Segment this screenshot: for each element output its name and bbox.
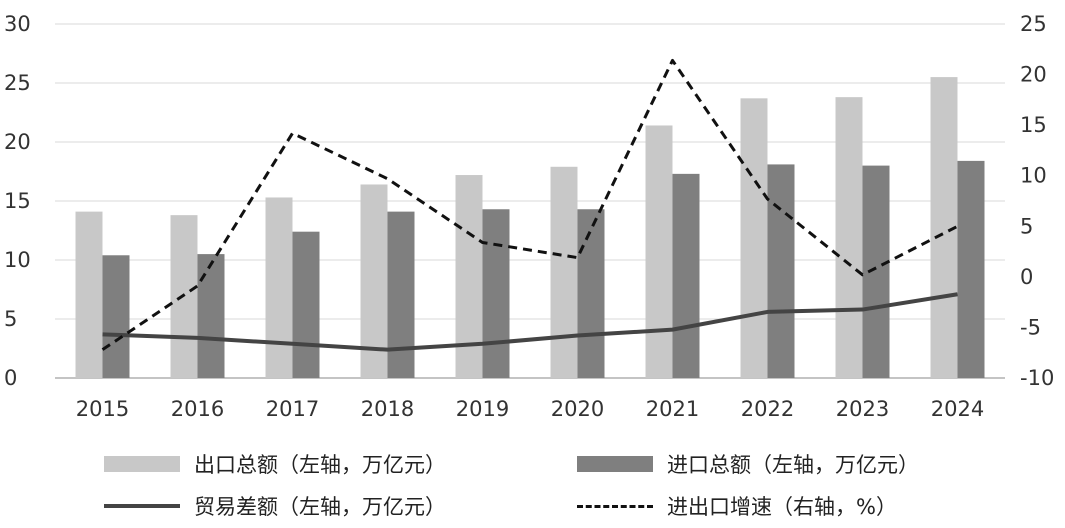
x-tick-label: 2017: [266, 397, 319, 421]
legend-item-export: 出口总额（左轴，万亿元）: [104, 446, 446, 482]
right-tick-label: 10: [1020, 164, 1047, 188]
legend-item-balance: 贸易差额（左轴，万亿元）: [104, 488, 446, 524]
legend-label-import: 进口总额（左轴，万亿元）: [667, 453, 919, 477]
bar-export: [645, 125, 673, 378]
legend-label-growth: 进出口增速（右轴，%）: [667, 495, 897, 519]
bar-import: [767, 164, 795, 378]
bar-export: [265, 197, 293, 378]
x-tick-label: 2019: [456, 397, 509, 421]
right-tick-label: 5: [1020, 214, 1033, 238]
x-tick-label: 2022: [741, 397, 794, 421]
bar-export: [740, 98, 768, 378]
x-tick-label: 2016: [171, 397, 224, 421]
x-tick-label: 2020: [551, 397, 604, 421]
left-tick-label: 30: [4, 12, 31, 36]
bar-import: [292, 231, 320, 378]
legend-swatch-import: [577, 456, 653, 472]
legend-item-import: 进口总额（左轴，万亿元）: [577, 446, 919, 482]
left-tick-label: 5: [4, 307, 17, 331]
bar-export: [835, 97, 863, 378]
x-tick-label: 2015: [76, 397, 129, 421]
left-tick-label: 10: [4, 248, 31, 272]
bar-export: [455, 175, 483, 378]
right-tick-label: -10: [1020, 366, 1054, 390]
x-tick-label: 2024: [931, 397, 984, 421]
legend-swatch-export: [104, 456, 180, 472]
x-tick-label: 2018: [361, 397, 414, 421]
chart: 0 5 10 15 20 25 30 -10 -5 0 5 10 15 20 25 2015 2016 2017 2…: [4, 12, 1054, 421]
right-tick-label: 15: [1020, 113, 1047, 137]
bar-import: [482, 209, 510, 378]
left-tick-label: 0: [4, 366, 17, 390]
legend-label-balance: 贸易差额（左轴，万亿元）: [194, 495, 446, 519]
legend-label-export: 出口总额（左轴，万亿元）: [194, 453, 446, 477]
bar-export: [360, 184, 388, 378]
right-tick-label: 0: [1020, 265, 1033, 289]
right-tick-label: 20: [1020, 63, 1047, 87]
legend-item-growth: 进出口增速（右轴，%）: [577, 488, 897, 524]
right-tick-label: -5: [1020, 315, 1041, 339]
bar-export: [550, 166, 578, 378]
bar-import: [387, 211, 415, 378]
bar-import: [577, 209, 605, 378]
x-tick-label: 2023: [836, 397, 889, 421]
bar-import: [672, 173, 700, 378]
bar-export: [75, 211, 103, 378]
left-tick-label: 20: [4, 130, 31, 154]
legend-swatch-growth: [577, 504, 653, 508]
bar-import: [957, 160, 985, 378]
legend: 出口总额（左轴，万亿元） 进口总额（左轴，万亿元） 贸易差额（左轴，万亿元） 进…: [0, 442, 1065, 528]
bar-import: [862, 165, 890, 378]
legend-swatch-balance: [104, 504, 180, 508]
left-tick-label: 15: [4, 189, 31, 213]
right-tick-label: 25: [1020, 12, 1047, 36]
bar-import: [102, 255, 130, 378]
balance-line: [102, 292, 958, 352]
left-tick-label: 25: [4, 71, 31, 95]
x-tick-label: 2021: [646, 397, 699, 421]
bar-import: [197, 254, 225, 378]
growth-line: [101, 58, 959, 351]
